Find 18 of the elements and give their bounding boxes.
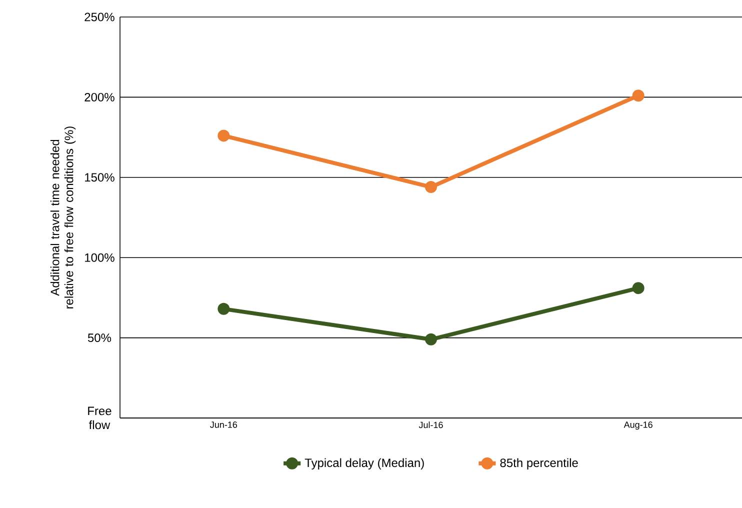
y-tick-label: 200% — [84, 92, 114, 102]
point — [632, 90, 644, 102]
legend-label: 85th percentile — [500, 458, 578, 470]
point — [218, 130, 230, 142]
point — [632, 282, 644, 294]
y-tick-label: 150% — [85, 173, 114, 182]
x-tick-label: Jul-16 — [418, 422, 443, 428]
x-tick-label: Aug-16 — [624, 422, 652, 430]
y-tick-label: Free flow — [88, 406, 112, 430]
point — [425, 181, 437, 194]
y-tick-label: 250% — [84, 12, 114, 22]
x-tick-label: Jun-16 — [210, 422, 238, 428]
point — [218, 302, 230, 315]
y-tick-label: 50% — [88, 334, 112, 342]
legend-label: Typical delay (Median) — [304, 458, 424, 470]
point — [425, 333, 437, 346]
y-axis-title: Additional travel time needed relative to free flow conditions (%) — [50, 126, 76, 308]
y-tick-label: 100% — [85, 253, 114, 262]
